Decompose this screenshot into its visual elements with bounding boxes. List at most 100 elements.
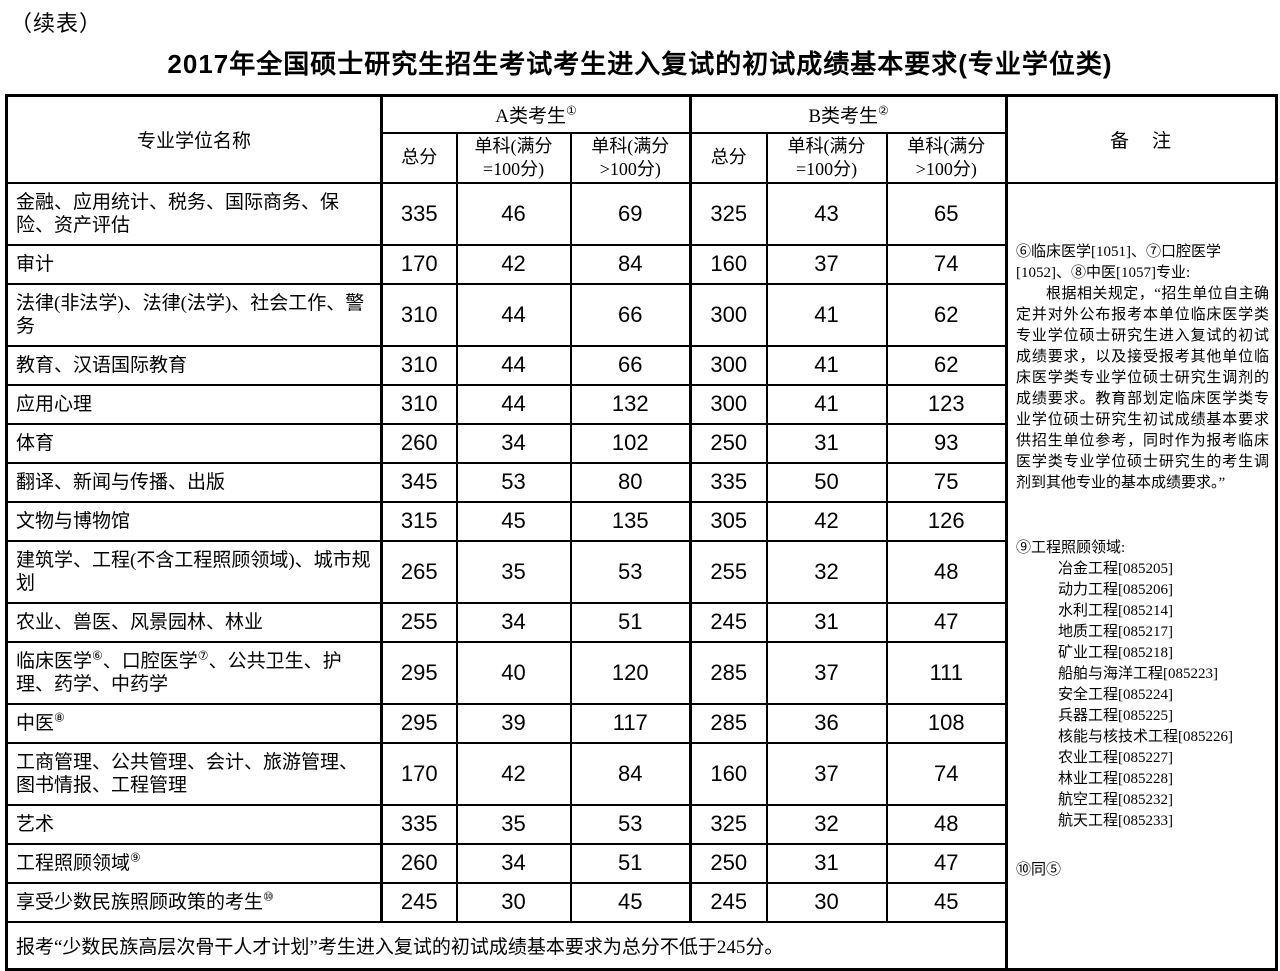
footer-note: 报考“少数民族高层次骨干人才计划”考生进入复试的初试成绩基本要求为总分不低于24…	[5, 920, 1008, 970]
score-a-col2-cell: 66	[569, 282, 692, 347]
score-a-col2-cell: 135	[569, 500, 692, 542]
table-row: 中医⑧ 295 39 117 285 36 108	[5, 702, 1277, 744]
degree-name-cell: 应用心理	[5, 383, 383, 425]
score-b-col0-cell: 285	[689, 640, 768, 705]
score-b-col0-cell: 300	[689, 282, 768, 347]
score-a-col2-cell: 80	[569, 461, 692, 503]
score-b-col2-cell: 93	[885, 422, 1008, 464]
score-a-col0-cell: 295	[380, 640, 458, 705]
score-a-col0-cell: 260	[380, 422, 458, 464]
table-row: 法律(非法学)、法律(法学)、社会工作、警务 310 44 66 300 41 62	[5, 282, 1277, 347]
engineering-list-item: 兵器工程[085225]	[1058, 707, 1174, 724]
score-b-col2-cell: 47	[885, 601, 1008, 643]
remark-same-as-5: ⑩同⑤	[1016, 861, 1062, 878]
score-a-col0-cell: 260	[380, 842, 458, 884]
score-a-col1-cell: 44	[455, 344, 572, 386]
score-a-col2-cell: 84	[569, 741, 692, 806]
score-b-col2-cell: 74	[885, 243, 1008, 285]
score-b-col0-cell: 305	[689, 500, 768, 542]
score-b-col0-cell: 255	[689, 539, 768, 604]
table-row: 文物与博物馆 315 45 135 305 42 126	[5, 500, 1277, 542]
remark-engineering-title: ⑨工程照顾领域:	[1016, 539, 1126, 556]
table-row: 享受少数民族照顾政策的考生⑩ 245 30 45 245 30 45	[5, 881, 1277, 923]
score-b-col2-cell: 75	[885, 461, 1008, 503]
table-header: 专业学位名称 A类考生① B类考生② 备 注 总分 单科(满分 =100分) 单…	[5, 94, 1278, 184]
score-b-col0-cell: 300	[689, 383, 768, 425]
degree-name-cell: 享受少数民族照顾政策的考生⑩	[5, 881, 383, 923]
score-requirements-table: 专业学位名称 A类考生① B类考生② 备 注 总分 单科(满分 =100分) 单…	[5, 94, 1279, 971]
score-a-col1-cell: 42	[455, 243, 572, 285]
degree-name-cell: 艺术	[5, 803, 383, 845]
score-a-col0-cell: 310	[380, 383, 458, 425]
score-b-col0-cell: 325	[689, 181, 768, 246]
score-a-col0-cell: 310	[380, 282, 458, 347]
score-b-col1-cell: 50	[765, 461, 888, 503]
score-a-col1-cell: 39	[455, 702, 572, 744]
score-b-col2-cell: 111	[885, 640, 1008, 705]
continued-label: （续表）	[10, 11, 103, 36]
table-row: 临床医学⑥、口腔医学⑦、公共卫生、护理、药学、中药学 295 40 120 285 37 1…	[5, 640, 1277, 705]
score-b-col1-cell: 32	[765, 539, 888, 604]
table-row: 建筑学、工程(不含工程照顾领域)、城市规划 265 35 53 255 32 48	[5, 539, 1277, 604]
score-b-col1-cell: 31	[765, 601, 888, 643]
score-a-col0-cell: 335	[380, 803, 458, 845]
score-a-col2-cell: 69	[569, 181, 692, 246]
score-a-col1-cell: 40	[455, 640, 572, 705]
engineering-list-item: 航空工程[085232]	[1058, 791, 1174, 808]
score-a-col1-cell: 35	[455, 539, 572, 604]
engineering-list-item: 冶金工程[085205]	[1058, 560, 1174, 577]
remarks-header: 备 注	[1005, 94, 1278, 184]
score-a-col2-cell: 51	[569, 842, 692, 884]
table-row: 金融、应用统计、税务、国际商务、保险、资产评估 335 46 69 325 43 65 ⑥临…	[5, 181, 1278, 970]
degree-name-cell: 临床医学⑥、口腔医学⑦、公共卫生、护理、药学、中药学	[5, 640, 383, 705]
engineering-list-item: 动力工程[085206]	[1058, 581, 1174, 598]
engineering-list-item: 矿业工程[085218]	[1058, 644, 1174, 661]
a-single-100-header: 单科(满分 =100分)	[455, 131, 572, 184]
score-b-col0-cell: 250	[689, 422, 768, 464]
degree-name-cell: 体育	[5, 422, 383, 464]
score-a-col0-cell: 345	[380, 461, 458, 503]
a-single-over100-header: 单科(满分 >100分)	[569, 131, 692, 184]
score-b-col2-cell: 126	[885, 500, 1008, 542]
score-b-col0-cell: 160	[689, 741, 768, 806]
score-b-col2-cell: 74	[885, 741, 1008, 806]
remarks-cell: ⑥临床医学[1051]、⑦口腔医学[1052]、⑧中医[1057]专业: 根据相…	[1005, 181, 1278, 970]
score-a-col0-cell: 245	[380, 881, 458, 923]
score-a-col2-cell: 53	[569, 803, 692, 845]
degree-name-cell: 农业、兽医、风景园林、林业	[5, 601, 383, 643]
score-a-col2-cell: 66	[569, 344, 692, 386]
engineering-list-item: 航天工程[085233]	[1058, 812, 1174, 829]
table-row: 翻译、新闻与传播、出版 345 53 80 335 50 75	[5, 461, 1277, 503]
score-b-col0-cell: 245	[689, 601, 768, 643]
score-a-col2-cell: 45	[569, 881, 692, 923]
degree-name-cell: 工程照顾领域⑨	[5, 842, 383, 884]
score-b-col0-cell: 325	[689, 803, 768, 845]
degree-name-cell: 文物与博物馆	[5, 500, 383, 542]
score-b-col2-cell: 48	[885, 803, 1008, 845]
table-row: 工程照顾领域⑨ 260 34 51 250 31 47	[5, 842, 1277, 884]
engineering-list-item: 农业工程[085227]	[1058, 749, 1174, 766]
score-b-col1-cell: 31	[765, 842, 888, 884]
score-a-col2-cell: 51	[569, 601, 692, 643]
degree-name-cell: 金融、应用统计、税务、国际商务、保险、资产评估	[5, 181, 383, 246]
score-b-col2-cell: 47	[885, 842, 1008, 884]
degree-name-cell: 法律(非法学)、法律(法学)、社会工作、警务	[5, 282, 383, 347]
b-single-over100-header: 单科(满分 >100分)	[885, 131, 1008, 184]
score-b-col2-cell: 65	[885, 181, 1008, 246]
table-row: 体育 260 34 102 250 31 93	[5, 422, 1277, 464]
score-a-col0-cell: 170	[380, 741, 458, 806]
score-a-col1-cell: 44	[455, 282, 572, 347]
score-a-col1-cell: 53	[455, 461, 572, 503]
score-a-col2-cell: 117	[569, 702, 692, 744]
score-b-col0-cell: 245	[689, 881, 768, 923]
degree-name-cell: 建筑学、工程(不含工程照顾领域)、城市规划	[5, 539, 383, 604]
page-title: 2017年全国硕士研究生招生考试考生进入复试的初试成绩基本要求(专业学位类)	[167, 49, 1113, 79]
score-b-col1-cell: 37	[765, 741, 888, 806]
table-row: 艺术 335 35 53 325 32 48	[5, 803, 1277, 845]
score-a-col2-cell: 102	[569, 422, 692, 464]
engineering-list-item: 林业工程[085228]	[1058, 770, 1174, 787]
score-a-col0-cell: 255	[380, 601, 458, 643]
a-total-header: 总分	[380, 131, 458, 184]
degree-name-cell: 翻译、新闻与传播、出版	[5, 461, 383, 503]
score-a-col0-cell: 315	[380, 500, 458, 542]
